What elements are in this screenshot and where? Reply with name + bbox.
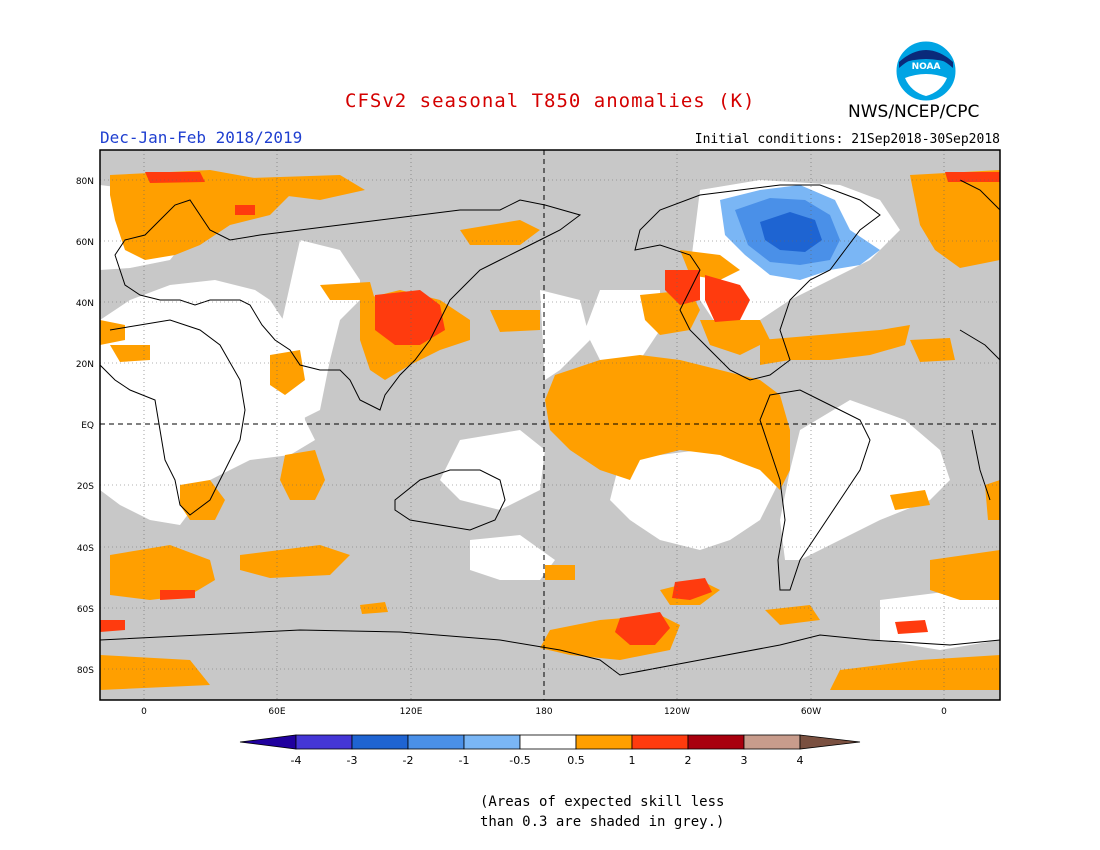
legend-swatch (463, 734, 521, 750)
lat-label: 20S (77, 482, 94, 492)
lon-label: 60E (268, 707, 285, 717)
blue-anomaly (720, 185, 880, 280)
lat-label: EQ (81, 421, 94, 431)
lat-label: 60S (77, 605, 94, 615)
lat-label: 60N (76, 238, 94, 248)
legend-swatch (407, 734, 465, 750)
legend-label: 2 (685, 754, 692, 767)
lon-label: 0 (941, 707, 947, 717)
lat-label: 40N (76, 299, 94, 309)
lon-label: 120W (664, 707, 690, 717)
legend-swatch (575, 734, 633, 750)
lat-label: 80N (76, 177, 94, 187)
initial-conditions-label: Initial conditions: 21Sep2018-30Sep2018 (694, 132, 1000, 147)
logo-text: NOAA (912, 62, 941, 72)
legend-swatch (631, 734, 689, 750)
red-regions (100, 172, 1000, 645)
legend-swatch (519, 734, 577, 750)
legend-label: -2 (403, 754, 414, 767)
lon-label: 60W (801, 707, 821, 717)
legend-swatch (351, 734, 409, 750)
legend-swatch (295, 734, 353, 750)
legend-label: -3 (347, 754, 358, 767)
agency-label: NWS/NCEP/CPC (848, 102, 980, 122)
color-legend (239, 734, 861, 750)
orange-regions (100, 170, 1000, 690)
legend-label: 0.5 (567, 754, 585, 767)
legend-label: -4 (291, 754, 302, 767)
lat-label: 40S (77, 544, 94, 554)
legend-swatch (743, 734, 801, 750)
footnote-line-1: (Areas of expected skill less (480, 794, 725, 810)
legend-high-arrow (799, 734, 861, 750)
legend-swatch (687, 734, 745, 750)
footnote-line-2: than 0.3 are shaded in grey.) (480, 814, 725, 830)
lon-label: 120E (400, 707, 423, 717)
legend-label: -1 (459, 754, 470, 767)
continent-outlines (100, 179, 1000, 676)
lat-label: 20N (76, 360, 94, 370)
map-frame (99, 149, 1001, 701)
lon-label: 180 (535, 707, 552, 717)
lat-axis: 80N 60N 40N 20N EQ 20S 40S 60S 80S (76, 177, 94, 676)
legend-label: -0.5 (509, 754, 530, 767)
footnote: (Areas of expected skill less than 0.3 a… (480, 792, 724, 832)
season-label: Dec-Jan-Feb 2018/2019 (100, 128, 303, 147)
legend-low-arrow (239, 734, 297, 750)
lat-label: 80S (77, 666, 94, 676)
legend-labels: -4 -3 -2 -1 -0.5 0.5 1 2 3 4 (291, 754, 804, 767)
legend-label: 1 (629, 754, 636, 767)
legend-label: 3 (741, 754, 748, 767)
lon-label: 0 (141, 707, 147, 717)
legend-label: 4 (797, 754, 804, 767)
noaa-logo: NOAA (895, 40, 957, 102)
chart-title: CFSv2 seasonal T850 anomalies (K) (345, 90, 756, 112)
lon-axis: 0 60E 120E 180 120W 60W 0 (141, 707, 947, 717)
